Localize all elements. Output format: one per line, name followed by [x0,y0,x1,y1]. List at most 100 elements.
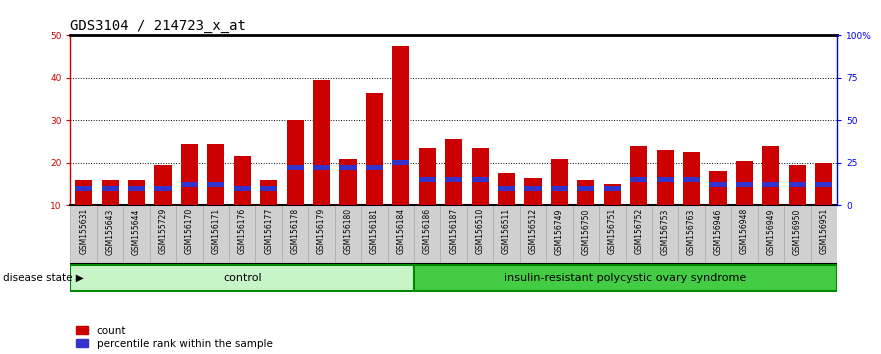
Bar [150,205,176,264]
Bar [154,186,172,191]
Bar [445,139,463,205]
Bar [788,182,806,187]
Text: GSM155644: GSM155644 [132,208,141,255]
Text: GSM156949: GSM156949 [766,208,775,255]
Bar [736,182,753,187]
Bar [731,205,758,264]
Text: control: control [223,273,262,283]
Bar [762,182,780,187]
Bar [286,165,304,170]
Bar [388,205,414,264]
Text: GSM156946: GSM156946 [714,208,722,255]
Bar [678,205,705,264]
Bar [577,180,595,205]
Bar [361,205,388,264]
Text: GSM156950: GSM156950 [793,208,802,255]
Bar [551,159,568,205]
Bar [445,177,463,182]
Text: disease state ▶: disease state ▶ [3,273,84,283]
Bar [366,165,383,170]
Bar [683,152,700,205]
Bar [181,144,198,205]
Bar [656,177,674,182]
Bar [440,205,467,264]
Text: GDS3104 / 214723_x_at: GDS3104 / 214723_x_at [70,19,247,33]
Bar [207,144,225,205]
Bar [471,177,489,182]
Bar [546,205,573,264]
Bar [788,165,806,205]
Bar [366,93,383,205]
Bar [630,177,648,182]
Bar [603,186,621,191]
Text: GSM156178: GSM156178 [291,208,300,255]
Bar [705,205,731,264]
Bar [493,205,520,264]
Bar [70,205,97,264]
Bar [652,205,678,264]
Bar [339,159,357,205]
Bar [392,160,410,165]
Bar [577,186,595,191]
Bar [418,177,436,182]
Bar [203,205,229,264]
Bar [762,146,780,205]
Bar [229,205,255,264]
Bar [233,186,251,191]
Bar [414,265,837,291]
Bar [70,265,414,291]
Text: GSM156512: GSM156512 [529,208,537,255]
Bar [418,148,436,205]
Text: GSM156176: GSM156176 [238,208,247,255]
Bar [313,80,330,205]
Text: GSM156751: GSM156751 [608,208,617,255]
Bar [603,184,621,205]
Text: GSM156510: GSM156510 [476,208,485,255]
Text: GSM156181: GSM156181 [370,208,379,254]
Bar [630,146,648,205]
Bar [498,186,515,191]
Text: GSM156184: GSM156184 [396,208,405,255]
Text: GSM156179: GSM156179 [317,208,326,255]
Bar [815,163,833,205]
Text: GSM156180: GSM156180 [344,208,352,255]
Bar [626,205,652,264]
Text: GSM155729: GSM155729 [159,208,167,255]
Bar [128,186,145,191]
Bar [154,165,172,205]
Bar [313,165,330,170]
Bar [392,46,410,205]
Bar [498,173,515,205]
Text: GSM156171: GSM156171 [211,208,220,255]
Bar [683,177,700,182]
Text: GSM156187: GSM156187 [449,208,458,255]
Bar [101,180,119,205]
Bar [599,205,626,264]
Bar [709,182,727,187]
Bar [255,205,282,264]
Bar [233,156,251,205]
Bar [308,205,335,264]
Bar [260,186,278,191]
Text: GSM155631: GSM155631 [79,208,88,255]
Text: insulin-resistant polycystic ovary syndrome: insulin-resistant polycystic ovary syndr… [505,273,746,283]
Bar [339,165,357,170]
Bar [128,180,145,205]
Bar [471,148,489,205]
Bar [524,186,542,191]
Bar [207,182,225,187]
Bar [736,161,753,205]
Text: GSM156763: GSM156763 [687,208,696,255]
Text: GSM156749: GSM156749 [555,208,564,255]
Text: GSM156752: GSM156752 [634,208,643,255]
Bar [286,120,304,205]
Bar [101,186,119,191]
Bar [75,186,93,191]
Bar [97,205,123,264]
Bar [75,180,93,205]
Text: GSM155643: GSM155643 [106,208,115,255]
Text: GSM156186: GSM156186 [423,208,432,255]
Bar [414,205,440,264]
Text: GSM156750: GSM156750 [581,208,590,255]
Bar [176,205,203,264]
